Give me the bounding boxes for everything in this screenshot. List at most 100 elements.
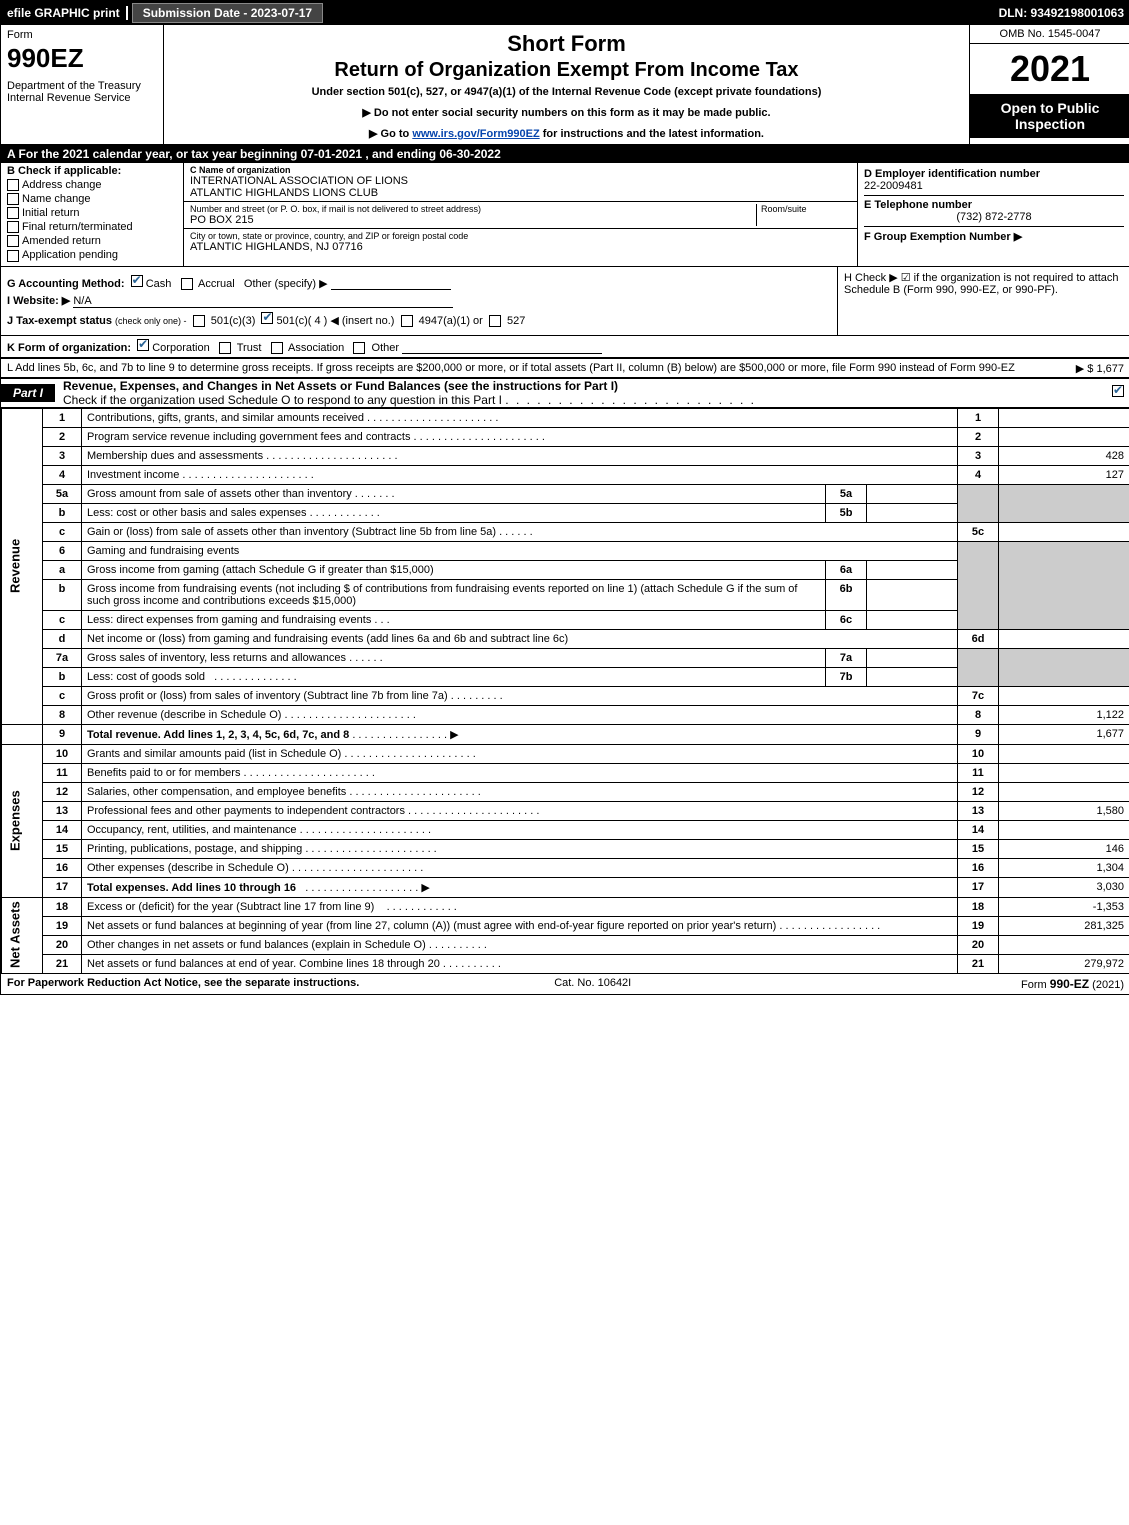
line-a: A For the 2021 calendar year, or tax yea… — [1, 145, 1129, 163]
website-value: N/A — [73, 295, 453, 308]
row-2: 2 Program service revenue including gove… — [2, 427, 1129, 446]
h-text: H Check ▶ ☑ if the organization is not r… — [844, 272, 1119, 296]
phone-value: (732) 872-2778 — [864, 211, 1124, 223]
dept-label: Department of the Treasury Internal Reve… — [7, 80, 157, 104]
section-c: C Name of organization INTERNATIONAL ASS… — [184, 163, 858, 266]
tax-year: 2021 — [970, 44, 1129, 94]
row-20: 20 Other changes in net assets or fund b… — [2, 935, 1129, 954]
desc-1: Contributions, gifts, grants, and simila… — [82, 408, 958, 427]
row-16: 16 Other expenses (describe in Schedule … — [2, 858, 1129, 877]
row-17: 17 Total expenses. Add lines 10 through … — [2, 877, 1129, 897]
block-g-j: G Accounting Method: Cash Accrual Other … — [1, 267, 1129, 336]
row-8: 8 Other revenue (describe in Schedule O)… — [2, 705, 1129, 724]
part-i-header: Part I Revenue, Expenses, and Changes in… — [1, 378, 1129, 408]
row-4: 4 Investment income 4 127 — [2, 465, 1129, 484]
chk-501c[interactable] — [261, 312, 273, 324]
c-street-row: Number and street (or P. O. box, if mail… — [184, 202, 857, 229]
chk-4947[interactable] — [401, 315, 413, 327]
row-7c: c Gross profit or (loss) from sales of i… — [2, 686, 1129, 705]
section-f: F Group Exemption Number ▶ — [864, 227, 1124, 246]
goto-pre: ▶ Go to — [369, 128, 412, 140]
vtab-netassets: Net Assets — [2, 897, 43, 973]
vtab-revenue: Revenue — [2, 408, 43, 724]
part-i-title-wrap: Revenue, Expenses, and Changes in Net As… — [63, 379, 756, 407]
chk-amended-return[interactable]: Amended return — [7, 235, 177, 247]
footer-right: Form 990-EZ (2021) — [1021, 977, 1124, 991]
d-label: D Employer identification number — [864, 168, 1040, 180]
org-city: ATLANTIC HIGHLANDS, NJ 07716 — [190, 241, 851, 253]
top-bar: efile GRAPHIC print Submission Date - 20… — [1, 1, 1129, 25]
k-label: K Form of organization: — [7, 342, 131, 354]
row-6d: d Net income or (loss) from gaming and f… — [2, 629, 1129, 648]
submission-date-badge: Submission Date - 2023-07-17 — [132, 3, 323, 23]
form-header: Form 990EZ Department of the Treasury In… — [1, 25, 1129, 145]
section-b: B Check if applicable: Address change Na… — [1, 163, 184, 266]
l-amount: ▶ $ 1,677 — [1076, 362, 1124, 375]
g-other-input[interactable] — [331, 277, 451, 290]
chk-name-change[interactable]: Name change — [7, 193, 177, 205]
footer-cat: Cat. No. 10642I — [554, 977, 631, 991]
header-left: Form 990EZ Department of the Treasury In… — [1, 25, 164, 144]
chk-527[interactable] — [489, 315, 501, 327]
chk-cash[interactable] — [131, 275, 143, 287]
chk-application-pending[interactable]: Application pending — [7, 249, 177, 261]
line-l: L Add lines 5b, 6c, and 7b to line 9 to … — [1, 358, 1129, 378]
part-i-title: Revenue, Expenses, and Changes in Net As… — [63, 379, 618, 393]
row-5a: 5a Gross amount from sale of assets othe… — [2, 484, 1129, 503]
c-street-label: Number and street (or P. O. box, if mail… — [190, 204, 756, 214]
row-6: 6 Gaming and fundraising events — [2, 541, 1129, 560]
row-21: 21 Net assets or fund balances at end of… — [2, 954, 1129, 973]
row-14: 14 Occupancy, rent, utilities, and maint… — [2, 820, 1129, 839]
efile-print-label[interactable]: efile GRAPHIC print — [1, 6, 128, 20]
part-i-checkbox[interactable] — [1112, 385, 1124, 400]
section-d: D Employer identification number 22-2009… — [864, 165, 1124, 196]
line-i: I Website: ▶ N/A — [7, 294, 831, 308]
goto-post: for instructions and the latest informat… — [540, 128, 764, 140]
c-city-label: City or town, state or province, country… — [190, 231, 851, 241]
row-18: Net Assets 18 Excess or (deficit) for th… — [2, 897, 1129, 916]
chk-trust[interactable] — [219, 342, 231, 354]
form-word: Form — [7, 29, 157, 41]
chk-501c3[interactable] — [193, 315, 205, 327]
row-7a: 7a Gross sales of inventory, less return… — [2, 648, 1129, 667]
row-3: 3 Membership dues and assessments 3 428 — [2, 446, 1129, 465]
org-street: PO BOX 215 — [190, 214, 756, 226]
row-19: 19 Net assets or fund balances at beginn… — [2, 916, 1129, 935]
j-label: J Tax-exempt status — [7, 315, 112, 327]
line-k: K Form of organization: Corporation Trus… — [1, 336, 1129, 358]
org-name: INTERNATIONAL ASSOCIATION OF LIONS ATLAN… — [190, 175, 851, 199]
block-b-f: B Check if applicable: Address change Na… — [1, 163, 1129, 267]
part-i-subtitle: Check if the organization used Schedule … — [63, 393, 502, 407]
vtab-expenses: Expenses — [2, 744, 43, 897]
c-name-label: C Name of organization — [190, 165, 291, 175]
chk-final-return[interactable]: Final return/terminated — [7, 221, 177, 233]
chk-initial-return[interactable]: Initial return — [7, 207, 177, 219]
chk-accrual[interactable] — [181, 278, 193, 290]
under-section-text: Under section 501(c), 527, or 4947(a)(1)… — [170, 86, 963, 98]
goto-line: ▶ Go to www.irs.gov/Form990EZ for instru… — [170, 127, 963, 140]
irs-link[interactable]: www.irs.gov/Form990EZ — [412, 128, 539, 140]
c-name-row: C Name of organization INTERNATIONAL ASS… — [184, 163, 857, 202]
line-g: G Accounting Method: Cash Accrual Other … — [7, 275, 831, 290]
chk-corporation[interactable] — [137, 339, 149, 351]
k-other-input[interactable] — [402, 341, 602, 354]
chk-address-change[interactable]: Address change — [7, 179, 177, 191]
chk-association[interactable] — [271, 342, 283, 354]
c-room-label: Room/suite — [761, 204, 851, 214]
header-center: Short Form Return of Organization Exempt… — [164, 25, 969, 144]
row-9: 9 Total revenue. Add lines 1, 2, 3, 4, 5… — [2, 724, 1129, 744]
section-e: E Telephone number (732) 872-2778 — [864, 196, 1124, 227]
amt-1 — [999, 408, 1129, 427]
c-city-row: City or town, state or province, country… — [184, 229, 857, 255]
row-10: Expenses 10 Grants and similar amounts p… — [2, 744, 1129, 763]
chk-other-org[interactable] — [353, 342, 365, 354]
ein-value: 22-2009481 — [864, 180, 923, 192]
b-title: B Check if applicable: — [7, 165, 121, 177]
ssn-warning: ▶ Do not enter social security numbers o… — [170, 106, 963, 119]
row-5c: c Gain or (loss) from sale of assets oth… — [2, 522, 1129, 541]
row-12: 12 Salaries, other compensation, and emp… — [2, 782, 1129, 801]
l-text: L Add lines 5b, 6c, and 7b to line 9 to … — [7, 362, 1015, 374]
page-footer: For Paperwork Reduction Act Notice, see … — [1, 974, 1129, 994]
row-1: Revenue 1 Contributions, gifts, grants, … — [2, 408, 1129, 427]
omb-number: OMB No. 1545-0047 — [970, 25, 1129, 44]
